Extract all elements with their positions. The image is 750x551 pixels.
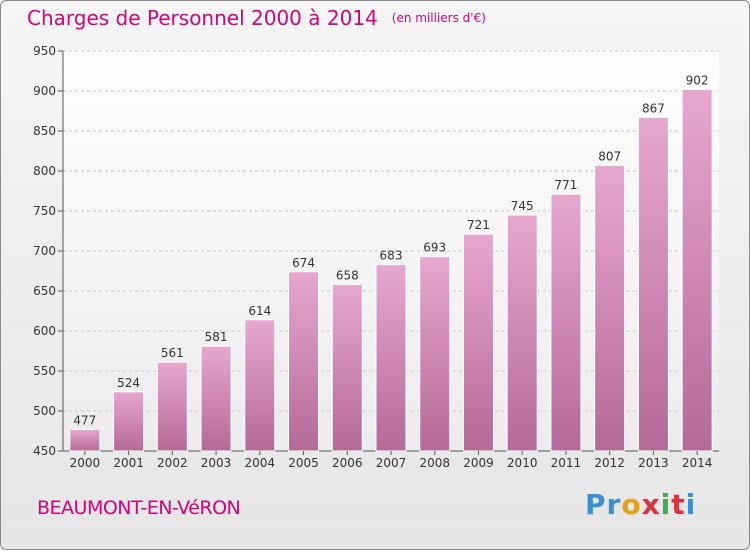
y-tick-label: 900 xyxy=(33,84,56,98)
bar xyxy=(637,116,669,452)
data-label: 867 xyxy=(642,101,665,115)
logo-letter: i xyxy=(685,488,697,521)
bar xyxy=(419,256,451,452)
logo-letter: i xyxy=(660,488,672,521)
data-label: 771 xyxy=(554,178,577,192)
data-label: 683 xyxy=(380,249,403,263)
x-tick-label: 2002 xyxy=(157,456,188,470)
y-tick-label: 500 xyxy=(33,404,56,418)
bar xyxy=(156,361,188,452)
data-label: 745 xyxy=(511,199,534,213)
x-tick-label: 2006 xyxy=(332,456,363,470)
y-tick-label: 850 xyxy=(33,124,56,138)
y-tick-label: 750 xyxy=(33,204,56,218)
x-tick-label: 2008 xyxy=(419,456,450,470)
logo-letter: x xyxy=(641,488,661,521)
data-label: 693 xyxy=(423,241,446,255)
x-tick-label: 2009 xyxy=(463,456,494,470)
data-label: 524 xyxy=(117,376,140,390)
logo-letter: o xyxy=(621,488,642,521)
x-tick-label: 2003 xyxy=(201,456,232,470)
data-label: 614 xyxy=(248,304,271,318)
chart-unit-label: (en milliers d'€) xyxy=(391,11,486,25)
bar xyxy=(244,319,276,452)
proxiti-logo[interactable]: Proxiti xyxy=(585,488,696,521)
y-tick-label: 600 xyxy=(33,324,56,338)
x-tick-label: 2001 xyxy=(113,456,144,470)
data-label: 721 xyxy=(467,218,490,232)
bar xyxy=(200,345,232,452)
y-tick-label: 950 xyxy=(33,44,56,58)
data-label: 581 xyxy=(205,330,228,344)
x-tick-label: 2011 xyxy=(551,456,582,470)
x-tick-label: 2010 xyxy=(507,456,538,470)
bar xyxy=(375,264,407,452)
bar xyxy=(462,233,494,452)
x-tick-label: 2013 xyxy=(638,456,669,470)
y-tick-label: 700 xyxy=(33,244,56,258)
y-tick-label: 650 xyxy=(33,284,56,298)
bar xyxy=(288,271,320,452)
bar xyxy=(681,88,713,452)
x-tick-label: 2007 xyxy=(376,456,407,470)
y-tick-label: 450 xyxy=(33,444,56,458)
logo-letter: t xyxy=(671,488,686,521)
data-label: 674 xyxy=(292,256,315,270)
logo-letter: r xyxy=(606,488,622,521)
x-tick-label: 2012 xyxy=(594,456,625,470)
chart-title-text: Charges de Personnel 2000 à 2014 xyxy=(27,6,378,30)
logo-letter: P xyxy=(585,488,607,521)
bar xyxy=(594,164,626,452)
data-label: 807 xyxy=(598,149,621,163)
x-tick-label: 2014 xyxy=(682,456,713,470)
bar xyxy=(331,284,363,452)
data-label: 477 xyxy=(73,413,96,427)
bar xyxy=(69,428,101,452)
bar xyxy=(113,391,145,452)
data-label: 561 xyxy=(161,346,184,360)
bar xyxy=(506,214,538,452)
y-tick-label: 550 xyxy=(33,364,56,378)
x-tick-label: 2005 xyxy=(288,456,319,470)
x-tick-label: 2004 xyxy=(245,456,276,470)
x-tick-label: 2000 xyxy=(70,456,101,470)
data-label: 902 xyxy=(686,73,709,87)
data-label: 658 xyxy=(336,269,359,283)
chart-title: Charges de Personnel 2000 à 2014 (en mill… xyxy=(27,6,486,30)
bar xyxy=(550,193,582,452)
location-label: BEAUMONT-EN-VéRON xyxy=(37,497,241,519)
y-tick-label: 800 xyxy=(33,164,56,178)
